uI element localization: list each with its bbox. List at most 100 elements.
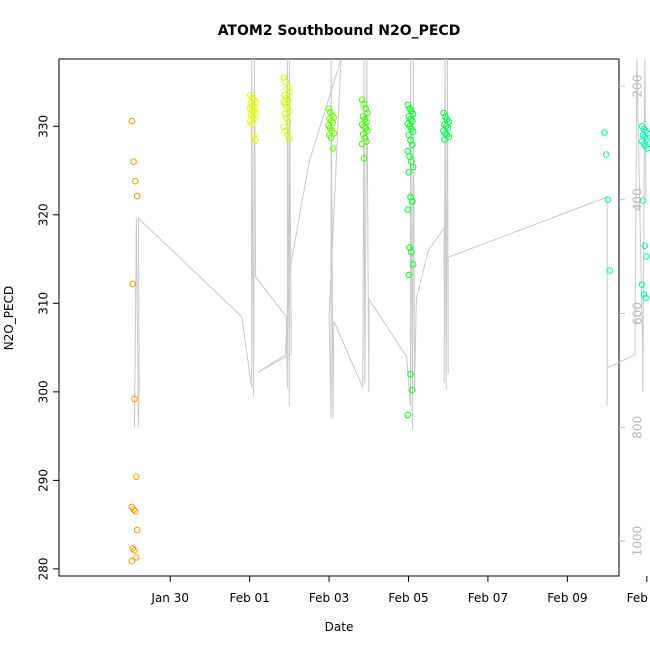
y-axis-left: 280 290 300 310 320 330 [37, 115, 59, 580]
right-tick-label: 600 [631, 302, 645, 325]
data-point [642, 294, 650, 302]
data-point [606, 267, 614, 274]
data-point [133, 473, 140, 481]
data-point [361, 134, 369, 142]
data-point [407, 370, 414, 378]
data-point [250, 132, 257, 140]
data-point [409, 386, 416, 394]
right-tick-label: 1000 [631, 526, 645, 557]
data-point [408, 248, 415, 256]
data-point [358, 140, 366, 148]
x-tick-label: Feb 05 [388, 591, 428, 605]
data-point [286, 88, 293, 96]
x-tick-label: Feb 07 [468, 591, 508, 605]
data-point [282, 78, 290, 86]
data-point [326, 115, 333, 123]
data-point [129, 280, 136, 288]
data-point [128, 557, 136, 565]
data-point [360, 123, 368, 130]
data-point [364, 109, 371, 117]
data-point [641, 242, 649, 250]
data-point [282, 127, 290, 134]
data-point [602, 151, 610, 158]
data-point [248, 121, 256, 128]
data-point [441, 121, 448, 128]
x-tick-label: Feb 01 [229, 591, 269, 605]
data-point [406, 244, 413, 251]
data-point [405, 271, 413, 279]
data-point [440, 109, 447, 117]
data-point [441, 136, 448, 143]
data-point [359, 130, 367, 138]
data-point [640, 291, 648, 298]
data-point [358, 121, 366, 128]
right-tick-label: 400 [631, 188, 645, 211]
data-point [132, 177, 139, 185]
data-point [404, 411, 412, 419]
y-tick-label: 320 [37, 203, 51, 226]
y-tick-label: 300 [37, 380, 51, 403]
data-point [358, 96, 366, 103]
data-point [406, 153, 413, 160]
data-point [133, 554, 140, 561]
data-point [640, 140, 648, 148]
data-point [129, 545, 136, 552]
data-point [360, 154, 368, 162]
data-point [246, 117, 254, 125]
data-point [639, 131, 647, 139]
data-point [407, 193, 414, 201]
y-axis-label: N2O_PECD [2, 286, 16, 351]
data-point [362, 105, 370, 112]
data-point [405, 169, 413, 176]
x-axis: Jan 30 Feb 01 Feb 03 Feb 05 Feb 07 Feb 09 Feb … [150, 576, 650, 605]
data-point [132, 508, 139, 515]
data-point [409, 141, 416, 149]
data-point [131, 395, 138, 403]
data-point [442, 130, 449, 137]
data-point [404, 147, 412, 155]
y-axis-right: 200 400 600 800 1000 [619, 75, 645, 557]
x-tick-label: Jan 30 [150, 591, 189, 605]
x-tick-label: Feb 11 [627, 591, 650, 605]
right-tick-label: 800 [631, 416, 645, 439]
data-point [281, 110, 289, 118]
x-tick-label: Feb 09 [547, 591, 587, 605]
data-point [286, 135, 293, 142]
data-point [128, 117, 136, 125]
y-tick-label: 290 [37, 469, 51, 492]
chart-title: ATOM2 Southbound N2O_PECD [218, 23, 461, 39]
data-point [284, 84, 291, 92]
data-point [409, 163, 417, 171]
plot-frame [58, 58, 620, 577]
x-tick-label: Feb 03 [309, 591, 349, 605]
data-point [325, 105, 332, 112]
data-point [284, 104, 291, 111]
y-tick-label: 280 [37, 557, 51, 580]
data-point [285, 118, 292, 126]
y-tick-label: 310 [37, 292, 51, 315]
data-point [604, 196, 612, 204]
data-point [643, 253, 650, 260]
data-point [327, 134, 335, 142]
data-point [284, 131, 291, 139]
data-point [280, 123, 288, 131]
data-point [130, 506, 137, 513]
data-point [133, 192, 141, 200]
data-point [133, 526, 141, 534]
data-point [644, 145, 650, 152]
data-point [404, 206, 412, 213]
data-point [409, 128, 417, 135]
data-point [601, 129, 608, 136]
x-axis-label: Date [325, 620, 354, 634]
data-point [638, 281, 646, 289]
data-point [252, 137, 259, 144]
data-point [247, 111, 255, 119]
altitude-trace [134, 58, 647, 430]
data-point [329, 145, 337, 152]
data-point [409, 261, 417, 268]
data-points [128, 74, 650, 565]
y-tick-label: 330 [37, 115, 51, 138]
data-point [130, 158, 137, 165]
data-point [131, 547, 138, 554]
